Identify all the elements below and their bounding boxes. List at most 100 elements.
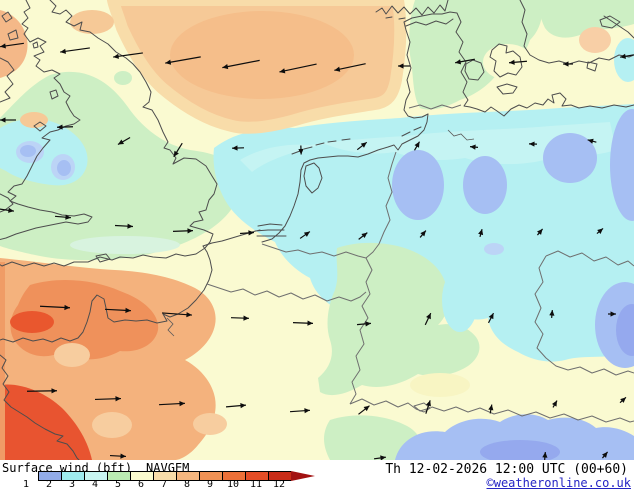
wind-scale-number: 2 [45,479,53,490]
coastline-norway [375,0,449,20]
wind-arrow [551,400,558,408]
wind-scale-cell [245,471,268,481]
coastlines [0,0,634,460]
wind-arrow [54,214,72,220]
coastline-france [0,245,213,460]
wind-arrow [356,321,372,327]
wind-arrow [299,231,311,239]
wind-arrow [298,145,304,155]
coastline-benelux-germany [202,113,429,247]
border-czech-north [545,250,634,267]
wind-scale-cell [176,471,199,481]
wind-arrow [0,42,24,49]
wind-arrow [172,228,194,234]
border-czech-west [534,255,634,376]
wind-arrow [469,144,479,150]
wind-scale-number: 1 [22,479,30,490]
wind-arrow [292,320,314,326]
coastline-great-britain [0,0,218,267]
wind-scale-numbers: 1 2 3 4 5 6 7 8 9 10 11 12 [0,480,634,490]
wind-scale-cell [153,471,176,481]
wind-arrow [109,453,127,459]
wind-arrow [608,311,616,317]
wind-arrow [114,223,134,229]
wind-arrow [231,145,245,151]
wind-scale-number: 5 [114,479,122,490]
wind-arrow [117,136,131,146]
wind-scale-cell [199,471,222,481]
wind-arrow [487,312,495,324]
wind-arrow [358,405,370,415]
wind-scale-number: 4 [91,479,99,490]
country-borders [206,104,634,423]
wind-arrow [94,396,122,402]
coastline-ireland [0,57,15,213]
wind-arrows [0,42,634,460]
wind-scale-number: 10 [226,479,240,490]
wind-arrow [419,230,427,238]
wind-arrow [165,56,201,65]
wind-arrow [173,142,183,158]
coastline-islands-uk [1,11,111,263]
wind-arrow [104,307,132,313]
border-netherlands-germany [365,151,397,259]
wind-arrow [0,117,16,123]
border-denmark-germany [408,104,462,110]
legend-bar: Surface wind (bft) NAVGEM 1 2 3 4 5 6 7 8 9 10 11 12… [0,460,634,490]
wind-scale-number: 12 [272,479,286,490]
wind-scale-number: 3 [68,479,76,490]
wind-arrow [620,53,634,59]
wind-arrow [358,232,368,240]
wind-scale-number: 7 [160,479,168,490]
wind-scale-cell [61,471,84,481]
wind-arrow [398,63,410,69]
wind-scale-number: 11 [249,479,263,490]
wind-arrow [424,312,432,326]
wind-arrow [373,455,387,460]
wind-arrow [222,59,260,70]
wind-arrow [239,230,255,236]
coastline-sweden [519,0,634,65]
wind-arrow [26,388,58,394]
wind-arrow [279,63,317,74]
wind-scale-cell [38,471,61,481]
forecast-datetime: Th 12-02-2026 12:00 UTC (00+60) [385,462,628,477]
wind-arrow [161,312,193,318]
wind-scale-arrow-tip [291,471,315,481]
wind-arrow [596,227,604,235]
surface-wind-map [0,0,634,460]
wind-scale-cell [107,471,130,481]
wind-arrow [113,52,143,59]
wind-scale-number: 9 [206,479,214,490]
lake-constance [413,402,431,412]
wind-scale-number: 6 [137,479,145,490]
copyright-link[interactable]: ©weatheronline.co.uk [486,476,632,490]
wind-arrow [455,58,475,65]
wind-arrow [619,396,627,404]
wind-arrow [356,141,368,151]
wind-arrow [56,124,74,130]
wind-scale-cell [268,471,291,481]
coastline-wadden-islands [291,126,422,155]
wind-arrow [478,228,484,238]
wind-arrow [0,207,15,213]
wind-scale-cell [130,471,153,481]
coastline-denmark [403,11,634,119]
river-elbe [447,129,475,141]
wind-arrow [508,59,528,65]
wind-arrow [413,141,421,151]
wind-arrow [587,138,597,144]
wind-arrow [542,451,548,460]
wind-arrow [425,400,431,414]
wind-arrow [549,309,555,319]
wind-arrow [230,315,250,321]
wind-arrow [39,304,71,311]
wind-scale-number: 8 [183,479,191,490]
wind-arrow [289,408,311,414]
wind-arrow [158,401,186,407]
wind-arrow [536,228,544,236]
river-seine [166,317,175,337]
border-belgium-netherlands [261,243,367,259]
border-france-belgium [206,283,367,302]
coastline-ijsselmeer [303,162,323,194]
